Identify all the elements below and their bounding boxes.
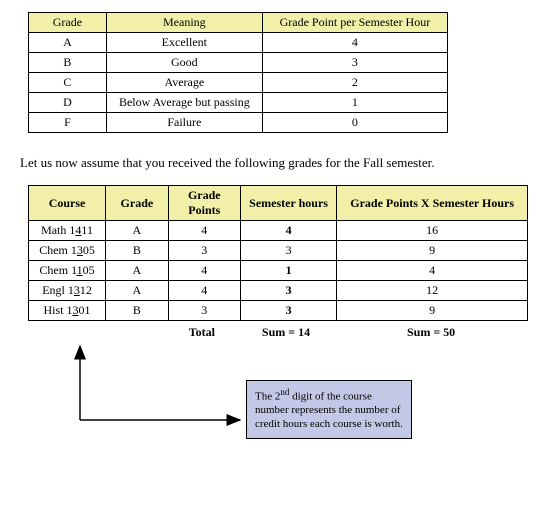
cell-grade: B [106,241,169,261]
cell-gp: 3 [168,301,240,321]
col-header-course: Course [29,186,106,221]
cell-gpp: 4 [262,33,447,53]
cell-gxs: 16 [337,221,528,241]
cell-sh: 3 [240,281,336,301]
course-grades-table: Course Grade Grade Points Semester hours… [28,185,528,321]
cell-gpp: 3 [262,53,447,73]
intro-paragraph: Let us now assume that you received the … [20,155,524,171]
cell-grade: A [106,261,169,281]
cell-meaning: Good [106,53,262,73]
col-header-meaning: Meaning [106,13,262,33]
callout-diagram: The 2nd digit of the course number repre… [28,342,532,492]
cell-meaning: Excellent [106,33,262,53]
table-row: A Excellent 4 [29,33,448,53]
cell-grade: A [29,33,107,53]
col-header-grade: Grade [106,186,169,221]
callout-box: The 2nd digit of the course number repre… [246,380,412,439]
totals-sum-gxs: Sum = 50 [334,323,528,342]
cell-gxs: 9 [337,301,528,321]
cell-gpp: 0 [262,113,447,133]
table-row: C Average 2 [29,73,448,93]
cell-gpp: 1 [262,93,447,113]
cell-gp: 4 [168,261,240,281]
cell-sh: 1 [240,261,336,281]
cell-gxs: 9 [337,241,528,261]
cell-course: Hist 1301 [29,301,106,321]
cell-gp: 3 [168,241,240,261]
cell-course: Chem 1305 [29,241,106,261]
cell-course: Engl 1312 [29,281,106,301]
cell-gpp: 2 [262,73,447,93]
grade-scale-table: Grade Meaning Grade Point per Semester H… [28,12,448,133]
cell-gxs: 12 [337,281,528,301]
cell-meaning: Below Average but passing [106,93,262,113]
cell-course: Chem 1105 [29,261,106,281]
cell-gp: 4 [168,221,240,241]
totals-sum-sh: Sum = 14 [238,323,334,342]
col-header-grade: Grade [29,13,107,33]
table-row: Engl 1312 A 4 3 12 [29,281,528,301]
cell-grade: B [106,301,169,321]
col-header-sh: Semester hours [240,186,336,221]
cell-grade: A [106,221,169,241]
table-row: Hist 1301 B 3 3 9 [29,301,528,321]
table-row: B Good 3 [29,53,448,73]
cell-grade: D [29,93,107,113]
cell-grade: B [29,53,107,73]
cell-grade: F [29,113,107,133]
cell-meaning: Average [106,73,262,93]
totals-label: Total [166,323,238,342]
cell-sh: 4 [240,221,336,241]
table-row: F Failure 0 [29,113,448,133]
totals-row: Total Sum = 14 Sum = 50 [28,323,528,342]
table-row: D Below Average but passing 1 [29,93,448,113]
col-header-gxs: Grade Points X Semester Hours [337,186,528,221]
table-row: Math 1411 A 4 4 16 [29,221,528,241]
cell-sh: 3 [240,301,336,321]
cell-grade: A [106,281,169,301]
cell-gxs: 4 [337,261,528,281]
cell-course: Math 1411 [29,221,106,241]
cell-meaning: Failure [106,113,262,133]
cell-grade: C [29,73,107,93]
cell-sh: 3 [240,241,336,261]
col-header-gpp: Grade Point per Semester Hour [262,13,447,33]
table-row: Chem 1305 B 3 3 9 [29,241,528,261]
table-row: Chem 1105 A 4 1 4 [29,261,528,281]
cell-gp: 4 [168,281,240,301]
col-header-gp: Grade Points [168,186,240,221]
